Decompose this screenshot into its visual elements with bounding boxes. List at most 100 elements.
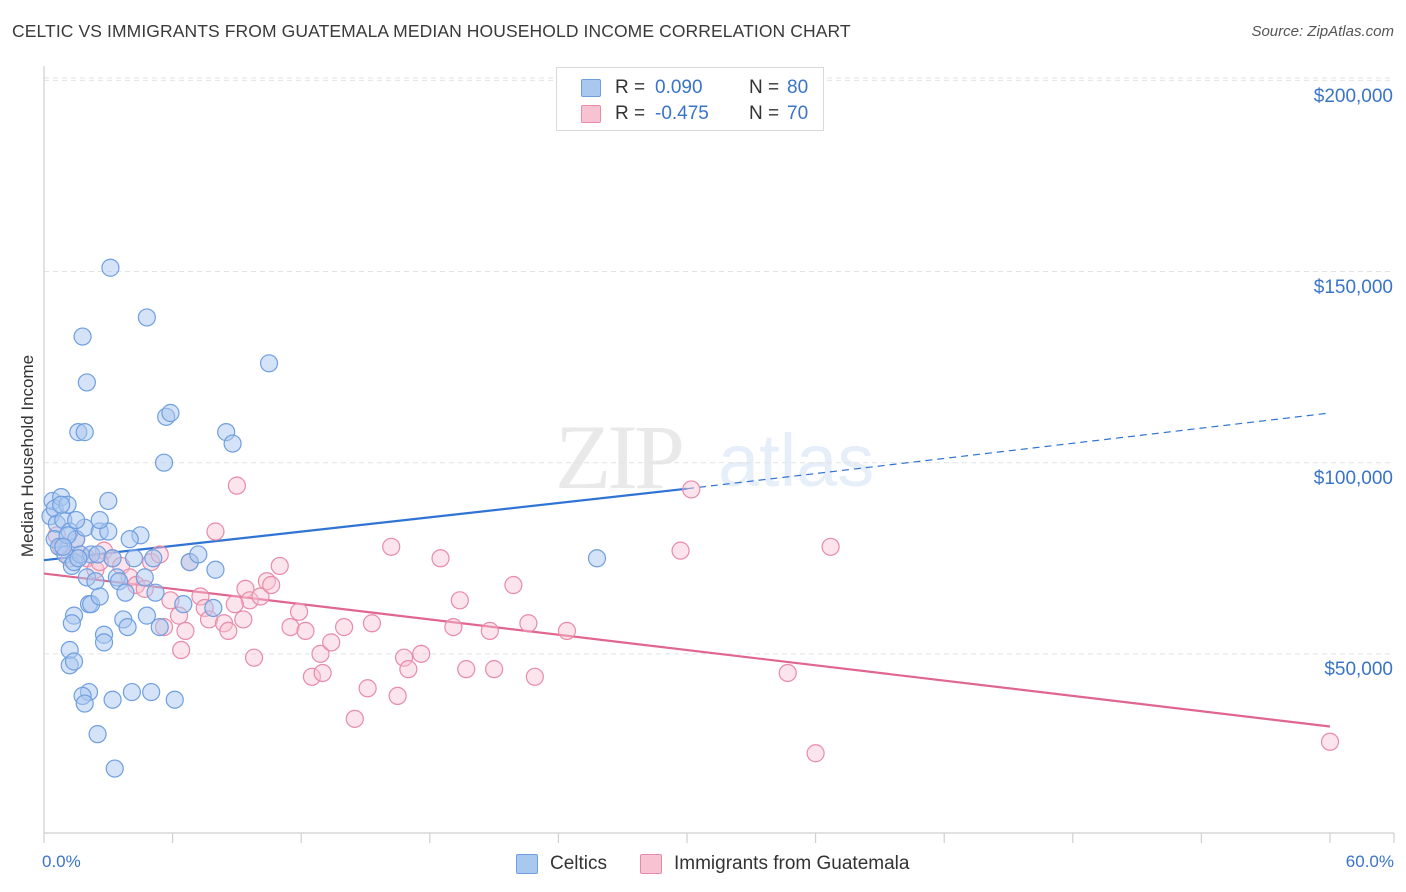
guatemala-data-point [244, 648, 264, 667]
celtics-data-point [73, 327, 92, 346]
chart-title: CELTIC VS IMMIGRANTS FROM GUATEMALA MEDI… [12, 21, 851, 41]
guatemala-data-point [358, 679, 377, 698]
celtics-data-point [137, 606, 156, 625]
celtics-data-point [116, 583, 135, 602]
guatemala-data-point [227, 476, 246, 495]
celtics-data-point [54, 537, 73, 556]
celtics-data-point [118, 617, 137, 637]
guatemala-data-point [172, 640, 191, 660]
celtics-data-point [124, 549, 144, 568]
celtics-data-point [259, 354, 279, 373]
celtics-data-point [154, 453, 174, 472]
celtics-data-point [165, 690, 184, 709]
correlation-stats-box: R = 0.090 N = 80 R = -0.475 N = 70 [556, 67, 824, 131]
celtics-data-point [101, 258, 120, 277]
celtics-data-point [122, 682, 141, 702]
guatemala-data-point [525, 667, 544, 686]
celtics-data-point [69, 549, 88, 568]
celtics-data-point [150, 617, 169, 637]
r-value: 0.090 [655, 77, 703, 98]
source-credit: Source: ZipAtlas.com [1251, 23, 1394, 40]
legend-item-guatemala[interactable]: Immigrants from Guatemala [640, 853, 909, 875]
guatemala-data-point [671, 541, 690, 560]
y-tick-label: $50,000 [1324, 659, 1393, 680]
celtics-data-point [146, 583, 165, 602]
celtics-data-point [206, 560, 225, 579]
celtics-data-point [99, 491, 118, 511]
guatemala-data-point [334, 617, 354, 637]
guatemala-data-point [457, 660, 476, 679]
celtics-data-point [88, 545, 107, 564]
legend-item-celtics[interactable]: Celtics [516, 853, 607, 875]
celtics-data-point [67, 510, 86, 530]
celtics-data-point [144, 549, 163, 568]
guatemala-data-point [399, 660, 418, 679]
guatemala-data-point [821, 537, 840, 556]
legend-label: Celtics [550, 853, 608, 874]
guatemala-data-point [281, 617, 300, 637]
y-tick-label: $200,000 [1313, 86, 1393, 107]
guatemala-data-point [1320, 732, 1340, 751]
guatemala-data-point [394, 648, 414, 667]
guatemala-data-point [262, 575, 281, 595]
guatemala-data-point [557, 621, 577, 641]
celtics-data-point [86, 572, 105, 591]
guatemala-data-point [806, 744, 825, 763]
celtics-data-point [77, 373, 96, 392]
guatemala-data-point [412, 644, 431, 663]
celtics-data-point [174, 595, 193, 614]
svg-text:ZIP: ZIP [555, 406, 682, 508]
celtics-swatch [581, 79, 601, 97]
guatemala-data-point [431, 549, 450, 568]
celtics-data-point [204, 598, 223, 618]
celtics-data-point [161, 403, 180, 423]
r-value: -0.475 [655, 103, 709, 124]
celtics-data-point [94, 633, 114, 652]
celtics-data-point [90, 510, 109, 530]
stats-row-guatemala: R = -0.475 N = 70 [557, 101, 808, 127]
celtics-data-point [103, 549, 122, 568]
guatemala-data-point [311, 644, 330, 663]
guatemala-data-point [778, 663, 797, 683]
n-label: N = [749, 77, 780, 98]
guatemala-data-point [289, 602, 309, 621]
guatemala-data-point [519, 614, 538, 633]
n-label: N = [749, 103, 780, 124]
celtics-data-point [90, 587, 109, 606]
n-value: 80 [787, 77, 809, 98]
guatemala-data-point [345, 709, 364, 728]
guatemala-data-point [251, 587, 270, 606]
guatemala-data-point [176, 621, 195, 641]
guatemala-legend-swatch [640, 854, 662, 874]
guatemala-data-point [206, 522, 225, 541]
guatemala-data-point [450, 591, 469, 610]
celtics-legend-swatch [516, 854, 538, 874]
guatemala-data-point [480, 621, 499, 641]
celtics-data-point [587, 549, 607, 568]
guatemala-data-point [240, 591, 259, 610]
guatemala-data-point [270, 556, 289, 576]
guatemala-data-point [485, 660, 504, 679]
celtics-data-point [75, 423, 94, 442]
guatemala-data-point [234, 610, 253, 629]
y-tick-label: $150,000 [1313, 277, 1393, 298]
guatemala-data-point [225, 595, 244, 614]
r-label: R = [615, 77, 646, 98]
guatemala-data-point [682, 480, 701, 499]
svg-text:atlas: atlas [718, 419, 874, 502]
celtics-data-point [142, 682, 161, 702]
stats-row-celtics: R = 0.090 N = 80 [557, 75, 808, 101]
guatemala-data-point [362, 614, 382, 633]
celtics-data-point [52, 495, 71, 514]
guatemala-data-point [313, 663, 332, 683]
celtics-data-point [105, 759, 124, 778]
y-tick-label: $100,000 [1313, 468, 1393, 489]
celtics-data-point [103, 690, 122, 709]
guatemala-data-point [388, 686, 407, 706]
celtics-trend-line [43, 487, 688, 562]
guatemala-data-point [236, 579, 255, 598]
celtics-data-point [75, 694, 94, 713]
y-axis-title: Median Household Income [18, 354, 37, 558]
guatemala-data-point [322, 633, 341, 652]
